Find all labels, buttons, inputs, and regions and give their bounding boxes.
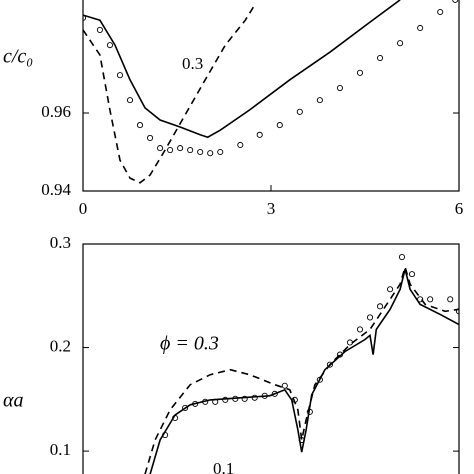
marker (182, 404, 189, 411)
marker (398, 253, 406, 261)
marker (356, 69, 364, 76)
y-axis-label: c/c₀ (3, 46, 33, 68)
marker (106, 42, 113, 49)
marker (217, 148, 224, 156)
marker (346, 339, 354, 346)
marker (126, 97, 134, 104)
y-axis-label: αa (3, 390, 24, 412)
marker (291, 396, 298, 403)
marker (251, 394, 258, 401)
marker (397, 40, 404, 47)
y-tick-label: 0.94 (41, 180, 71, 199)
y-tick-label: 0.96 (41, 102, 71, 121)
y-tick-label: 0.1 (50, 440, 71, 459)
series-line (144, 264, 459, 474)
marker (366, 314, 374, 321)
marker (417, 24, 424, 32)
marker (177, 145, 184, 152)
marker (96, 26, 103, 33)
series-line (83, 4, 256, 184)
x-tick-label: 3 (267, 199, 276, 218)
plot-frame (82, 243, 460, 474)
marker (167, 146, 174, 154)
marker (298, 436, 305, 444)
annotation: ϕ = 0.3 (160, 333, 219, 355)
marker (316, 376, 323, 383)
marker (136, 122, 144, 129)
plot-frame (82, 0, 460, 192)
marker (336, 351, 343, 358)
marker (326, 361, 333, 368)
annotation: 0.1 (213, 459, 234, 474)
marker (202, 398, 209, 405)
marker (147, 134, 154, 142)
marker (447, 296, 454, 303)
marker (437, 8, 444, 16)
marker (408, 271, 416, 278)
marker (256, 131, 263, 138)
marker (212, 398, 219, 405)
marker (83, 14, 87, 21)
marker (207, 150, 214, 157)
marker (306, 408, 313, 415)
marker (356, 326, 364, 333)
annotation: 0.3 (182, 54, 203, 73)
series-line (83, 0, 401, 139)
y-tick-label: 0.3 (50, 233, 71, 252)
marker (232, 395, 239, 402)
series-line (149, 269, 459, 474)
marker (455, 308, 459, 315)
marker (192, 400, 199, 407)
marker (172, 414, 179, 422)
marker (187, 146, 194, 154)
marker (316, 97, 323, 104)
marker (271, 390, 278, 397)
marker (296, 108, 303, 115)
marker (376, 303, 384, 310)
marker (452, 0, 459, 3)
marker (116, 72, 124, 79)
marker (387, 286, 394, 293)
marker (237, 141, 244, 149)
marker (417, 296, 424, 303)
marker (336, 84, 343, 92)
marker (281, 382, 288, 389)
marker (157, 145, 164, 152)
x-tick-label: 6 (455, 199, 464, 218)
x-tick-label: 0 (79, 199, 88, 218)
marker (376, 54, 384, 62)
marker (222, 396, 229, 403)
y-tick-label: 0.2 (50, 336, 71, 355)
marker (427, 296, 434, 303)
marker (241, 395, 248, 402)
marker (162, 432, 169, 439)
marker (261, 392, 268, 399)
marker (197, 148, 204, 156)
marker (276, 122, 283, 129)
